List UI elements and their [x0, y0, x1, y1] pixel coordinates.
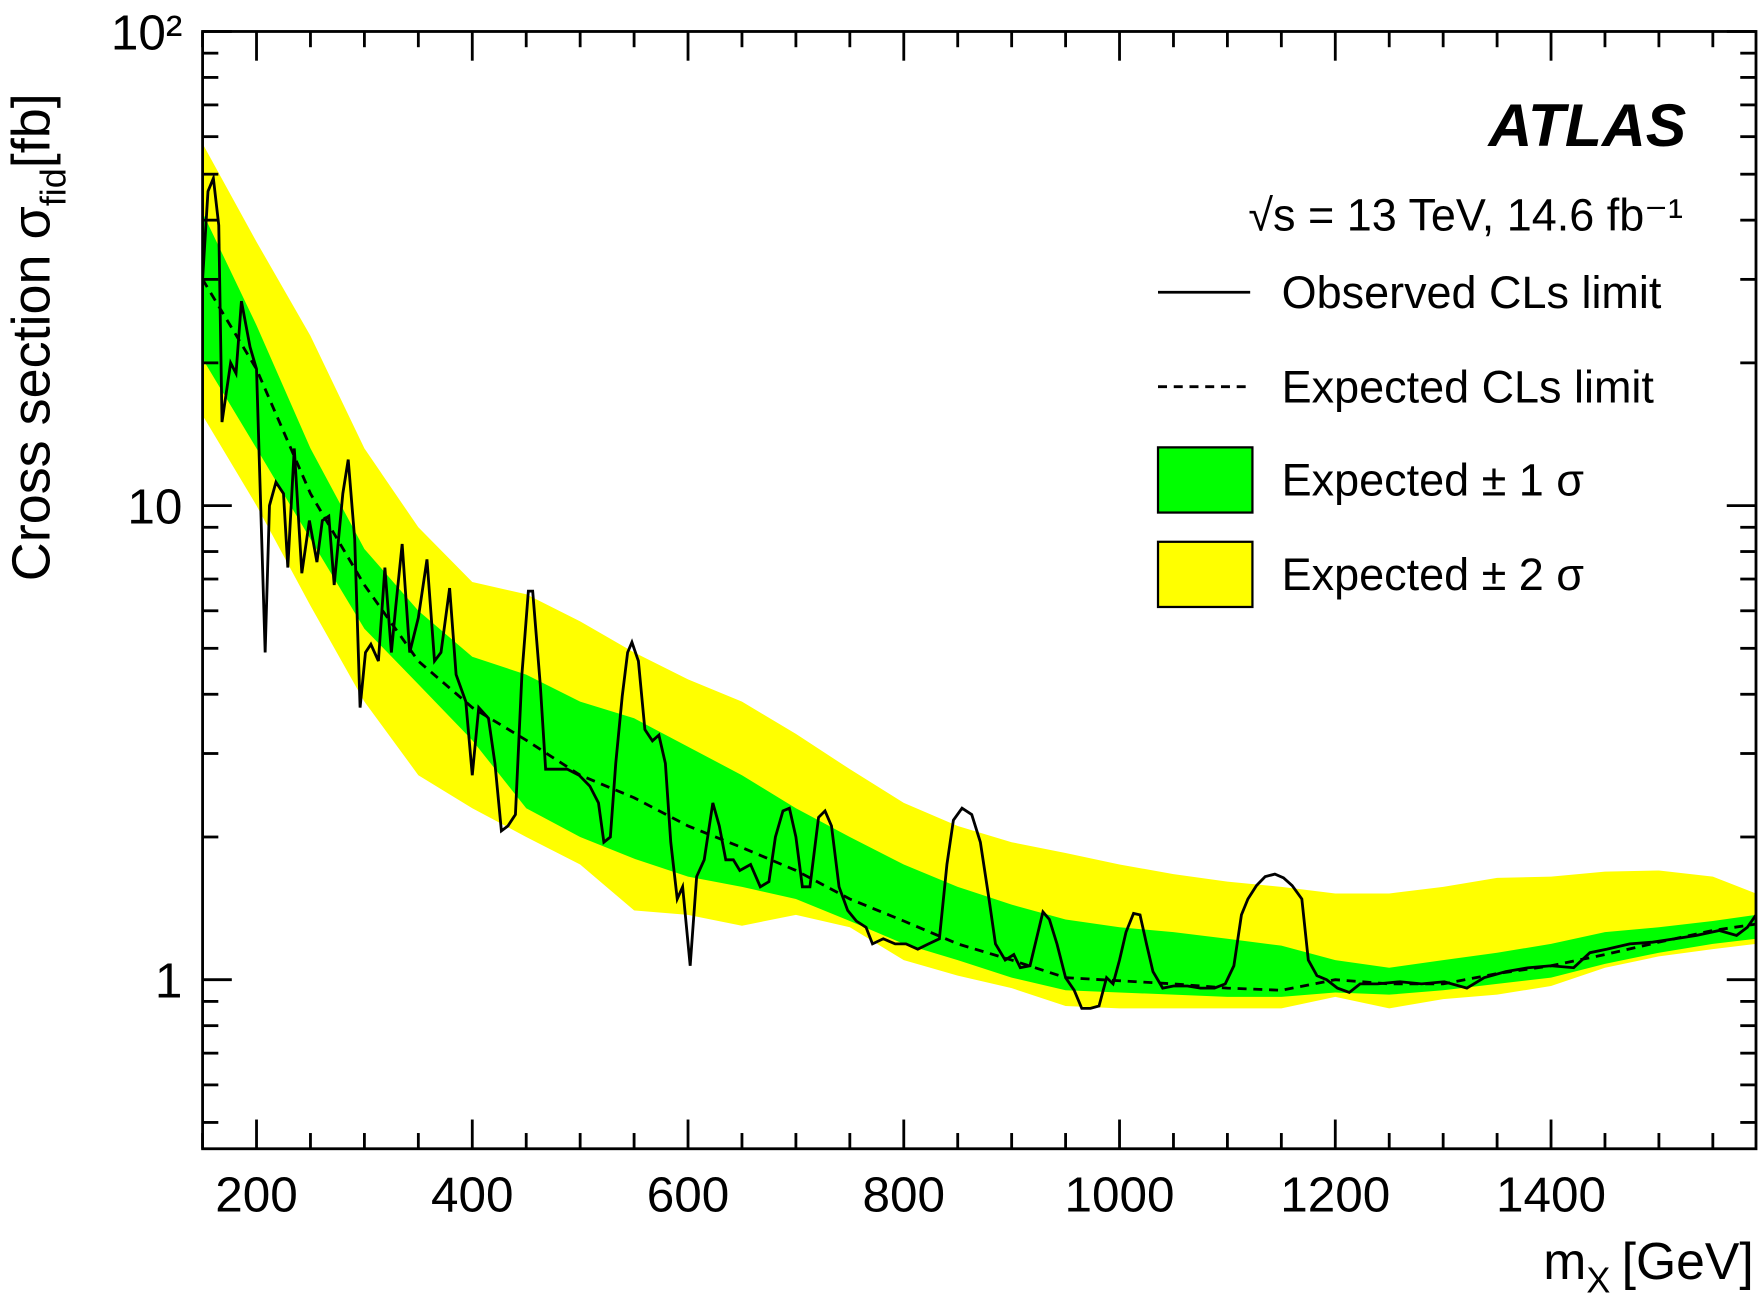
- band: [202, 212, 1756, 997]
- x-label-sub: X: [1586, 1260, 1610, 1301]
- legend-swatch: [1156, 540, 1254, 609]
- legend-label: Expected CLs limit: [1282, 361, 1655, 412]
- y-tick-label: 10²: [111, 5, 182, 60]
- x-tick-label: 600: [647, 1168, 729, 1223]
- y-axis-label: Cross section σfid[fb]: [2, 93, 74, 581]
- x-label-main: m: [1543, 1232, 1586, 1290]
- x-axis-label: mX [GeV]: [1543, 1232, 1753, 1300]
- legend-label: Expected ± 2 σ: [1282, 549, 1585, 600]
- x-tick-label: 1200: [1280, 1168, 1390, 1223]
- x-label-unit: [GeV]: [1622, 1232, 1754, 1290]
- y-label-sub: fid: [32, 168, 73, 206]
- x-tick-label: 200: [215, 1168, 297, 1223]
- legend-label: Observed CLs limit: [1282, 267, 1662, 318]
- legend: Observed CLs limit Expected CLs limit Expe…: [1156, 267, 1662, 609]
- frame: [201, 30, 1758, 1151]
- x-tick-label: 1400: [1496, 1168, 1606, 1223]
- legend-swatch: [1156, 446, 1254, 514]
- y-label-unit: [fb]: [2, 93, 62, 168]
- axes: 1 10 10² 200 400 600 800 1000 1200 1400: [111, 5, 1756, 1223]
- y-label-main: Cross section σ: [2, 206, 62, 581]
- observed-line: [202, 172, 1756, 1010]
- x-tick-label: 1000: [1065, 1168, 1175, 1223]
- y-tick-label: 1: [155, 954, 182, 1009]
- y-tick-label: 10: [127, 480, 182, 535]
- plot-area: [202, 143, 1756, 1010]
- experiment-label: ATLAS: [1487, 91, 1687, 159]
- x-tick-label: 400: [431, 1168, 513, 1223]
- energy-label: √s = 13 TeV, 14.6 fb⁻¹: [1248, 189, 1683, 240]
- legend-label: Expected ± 1 σ: [1282, 455, 1585, 506]
- x-tick-label: 800: [863, 1168, 945, 1223]
